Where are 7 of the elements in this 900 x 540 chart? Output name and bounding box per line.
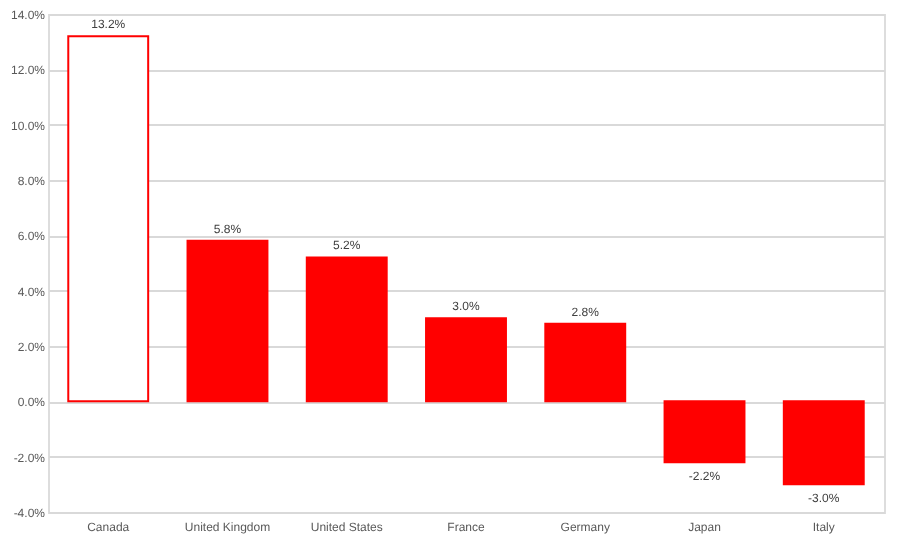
bar [544, 322, 627, 403]
bar [67, 35, 150, 403]
bar [663, 400, 746, 464]
bar [425, 317, 507, 403]
bar [782, 400, 865, 486]
bar [305, 256, 388, 403]
bar [186, 239, 269, 403]
